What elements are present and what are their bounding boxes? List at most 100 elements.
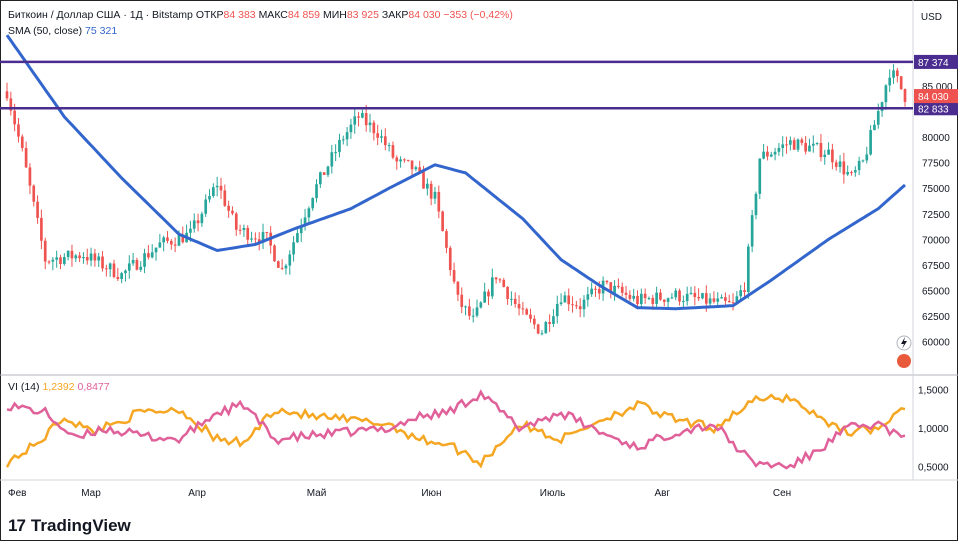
candle-body (678, 290, 681, 302)
candle-body (341, 139, 345, 141)
candle-body (288, 254, 292, 266)
candle-body (147, 253, 150, 258)
candle-body (487, 291, 490, 297)
candle-body (513, 298, 517, 305)
candle-body (720, 297, 723, 299)
candle-body (620, 286, 624, 293)
candle-body (303, 217, 307, 226)
candle-body (647, 297, 651, 299)
vi-minus-line (6, 389, 906, 470)
candle-body (899, 76, 903, 90)
candle-body (903, 89, 907, 102)
candle-body (261, 232, 265, 243)
symbol-title: Биткоин / Доллар США · 1Д · Bitstamp (8, 9, 193, 21)
time-tick-label: Мар (81, 488, 101, 499)
candle-body (888, 77, 892, 86)
candle-body (655, 292, 658, 304)
candle-body (838, 161, 842, 167)
candle-body (575, 305, 578, 307)
candle-body (219, 185, 223, 191)
candle-body (43, 240, 47, 262)
ohlc-key: ОТКР (195, 9, 224, 21)
time-tick-label: Июн (421, 488, 441, 499)
candle-body (731, 302, 735, 304)
candle-body (82, 256, 85, 259)
candle-body (112, 263, 116, 277)
sma-legend: SMA (50, close) 75 321 (8, 25, 117, 37)
candle-body (662, 299, 666, 302)
candle-body (97, 256, 101, 261)
candle-body (555, 303, 559, 317)
candle-body (17, 124, 20, 137)
candle-body (403, 159, 406, 161)
price-level-tag (914, 101, 958, 116)
last-price-label: 84 030 (918, 92, 949, 103)
candle-body (429, 183, 433, 199)
candle-body (215, 185, 219, 188)
candle-body (410, 160, 414, 170)
vi-minus-value: 0,8477 (77, 381, 110, 393)
candle-body (773, 151, 777, 155)
candle-body (307, 208, 311, 218)
currency-label: USD (920, 12, 942, 23)
candle-body (345, 132, 349, 140)
candle-body (204, 199, 208, 214)
candle-body (55, 257, 59, 260)
candle-body (181, 234, 185, 243)
price-level-label: 82 833 (918, 104, 949, 115)
candle-body (865, 154, 869, 161)
tradingview-brand[interactable]: 17 TradingView (8, 516, 131, 536)
candle-body (364, 113, 368, 126)
candle-body (166, 237, 169, 241)
candle-body (20, 136, 24, 148)
candle-body (590, 288, 593, 295)
candle-body (506, 286, 509, 300)
candle-body (47, 261, 51, 263)
candle-body (777, 147, 781, 152)
candle-body (74, 255, 78, 259)
vi-tick-label: 1,0000 (918, 424, 949, 435)
candle-body (831, 149, 834, 163)
candle-body (173, 244, 177, 246)
candle-body (464, 306, 467, 308)
candle-body (582, 299, 586, 310)
candle-body (372, 122, 376, 134)
candle-body (208, 195, 211, 200)
candle-body (701, 293, 704, 299)
candle-body (544, 322, 548, 334)
candle-body (746, 246, 750, 293)
candle-body (613, 285, 616, 293)
candle-body (319, 172, 322, 185)
candle-body (418, 167, 422, 172)
candle-body (120, 273, 123, 280)
time-tick-label: Сен (773, 488, 791, 499)
price-level-tag (914, 54, 958, 69)
time-tick-label: Фев (8, 488, 26, 499)
candle-body (101, 256, 104, 269)
candle-body (380, 136, 383, 138)
sma-line (5, 34, 906, 311)
candle-body (796, 139, 800, 150)
candle-body (498, 279, 502, 281)
candle-body (716, 298, 720, 302)
candle-body (792, 140, 796, 150)
candle-body (739, 290, 743, 297)
candle-body (246, 227, 250, 240)
candle-body (150, 252, 154, 258)
candle-body (754, 193, 758, 216)
candle-body (594, 288, 597, 290)
candle-body (40, 217, 43, 241)
candle-body (280, 267, 284, 269)
candle-body (28, 167, 32, 186)
candle-body (441, 211, 444, 232)
candle-body (231, 210, 234, 214)
vi-tick-label: 0,5000 (918, 462, 949, 473)
candle-body (708, 298, 712, 304)
candle-body (624, 292, 628, 295)
candle-body (815, 142, 819, 144)
ohlc-key: МАКС (258, 9, 288, 21)
candle-body (712, 298, 716, 302)
candle-body (422, 171, 425, 189)
us-flag-icon (897, 354, 911, 368)
